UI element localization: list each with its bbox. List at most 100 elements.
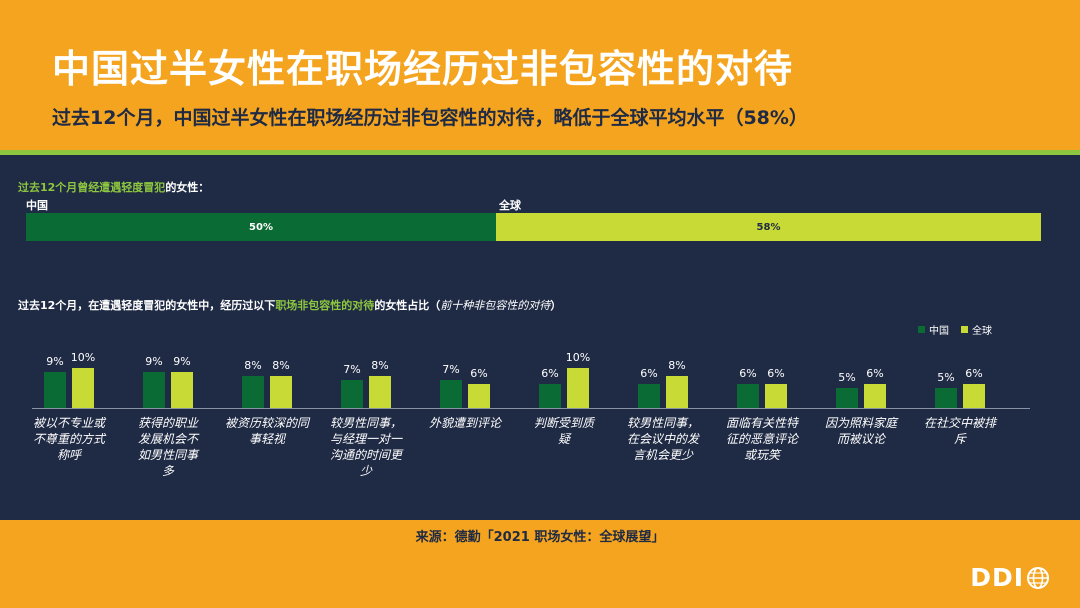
category-label-line: 斥 — [953, 432, 966, 446]
bar-china-6 — [638, 384, 660, 408]
category-label-line: 在社交中被排 — [923, 416, 996, 430]
category-label-9: 在社交中被排斥 — [916, 415, 1004, 447]
bar-global-0 — [72, 368, 94, 408]
bar-china-9 — [935, 388, 957, 408]
category-label-4: 外貌遭到评论 — [421, 415, 509, 431]
data-label-global-4: 6% — [470, 367, 487, 380]
bar-china-1 — [143, 372, 165, 408]
data-label-global-9: 6% — [965, 367, 982, 380]
category-label-2: 被资历较深的同 事轻视 — [223, 415, 311, 447]
chart-heading-part5: ） — [550, 299, 562, 312]
data-label-global-1: 9% — [173, 355, 190, 368]
category-label-line: 与经理一对一 — [329, 432, 402, 446]
category-label-line: 面临有关性特 — [725, 416, 798, 430]
category-label-5: 判断受到质疑 — [520, 415, 608, 447]
chart-heading: 过去12个月，在遭遇轻度冒犯的女性中，经历过以下职场非包容性的对待的女性占比（前… — [18, 297, 561, 313]
global-summary-value: 58% — [756, 221, 781, 233]
category-label-line: 言机会更少 — [632, 448, 693, 462]
bar-global-7 — [765, 384, 787, 408]
bar-china-5 — [539, 384, 561, 408]
bar-global-5 — [567, 368, 589, 408]
page-title: 中国过半女性在职场经历过非包容性的对待 — [52, 47, 794, 91]
category-label-line: 疑 — [557, 432, 570, 446]
category-label-line: 被资历较深的同 — [224, 416, 309, 430]
chart-legend: 中国 全球 — [918, 322, 992, 337]
bar-global-6 — [666, 376, 688, 408]
category-label-line: 因为照料家庭 — [824, 416, 897, 430]
category-label-line: 而被议论 — [836, 432, 885, 446]
chart-heading-part3: 的女性占比（ — [374, 299, 441, 312]
logo-text: DDI — [970, 563, 1024, 592]
category-label-line: 沟通的时间更 — [329, 448, 402, 462]
bar-global-2 — [270, 376, 292, 408]
category-label-line: 少 — [359, 464, 372, 478]
category-label-line: 较男性同事， — [626, 416, 699, 430]
data-label-china-9: 5% — [937, 371, 954, 384]
bar-china-4 — [440, 380, 462, 408]
category-label-line: 判断受到质 — [533, 416, 594, 430]
chart-heading-highlight: 职场非包容性的对待 — [275, 299, 375, 312]
page-subtitle: 过去12个月，中国过半女性在职场经历过非包容性的对待，略低于全球平均水平（58%… — [52, 107, 808, 129]
chart-panel: 过去12个月曾经遭遇轻度冒犯的女性： 中国 全球 50% 58% 过去12个月，… — [0, 150, 1080, 520]
data-label-global-5: 10% — [566, 351, 590, 364]
bar-global-8 — [864, 384, 886, 408]
bar-global-3 — [369, 376, 391, 408]
data-label-global-7: 6% — [767, 367, 784, 380]
category-label-8: 因为照料家庭 而被议论 — [817, 415, 905, 447]
globe-icon — [1027, 566, 1049, 589]
category-label-3: 较男性同事， 与经理一对一 沟通的时间更少 — [322, 415, 410, 479]
bar-china-2 — [242, 376, 264, 408]
category-label-line: 外貌遭到评论 — [428, 416, 501, 430]
china-summary-bar: 50% — [26, 213, 496, 241]
bar-china-3 — [341, 380, 363, 408]
source-note: 来源：德勤「2021 职场女性：全球展望」 — [415, 530, 665, 545]
ddi-logo: DDI — [970, 563, 1050, 592]
category-label-line: 如男性同事 — [137, 448, 198, 462]
category-label-0: 被以不专业或 不尊重的方式 称呼 — [25, 415, 113, 463]
data-label-china-4: 7% — [442, 363, 459, 376]
category-label-line: 不尊重的方式 — [32, 432, 105, 446]
category-label-line: 事轻视 — [248, 432, 285, 446]
category-label-line: 发展机会不 — [137, 432, 198, 446]
data-label-china-2: 8% — [244, 359, 261, 372]
legend-swatch-global — [961, 326, 968, 333]
chart-heading-note: 前十种非包容性的对待 — [440, 299, 551, 312]
data-label-china-8: 5% — [838, 371, 855, 384]
bar-china-0 — [44, 372, 66, 408]
global-bar-name: 全球 — [499, 199, 521, 212]
data-label-china-7: 6% — [739, 367, 756, 380]
legend-label-china: 中国 — [929, 326, 949, 337]
legend-item-china: 中国 — [918, 322, 949, 337]
summary-label-suffix: 的女性： — [165, 181, 210, 194]
category-label-line: 称呼 — [56, 448, 81, 462]
summary-label-highlight: 过去12个月曾经遭遇轻度冒犯 — [18, 181, 166, 194]
bar-global-9 — [963, 384, 985, 408]
category-label-line: 或玩笑 — [743, 448, 780, 462]
data-label-global-3: 8% — [371, 359, 388, 372]
data-label-china-3: 7% — [343, 363, 360, 376]
china-summary-value: 50% — [249, 221, 273, 233]
china-bar-name: 中国 — [26, 199, 48, 212]
data-label-china-5: 6% — [541, 367, 558, 380]
summary-label: 过去12个月曾经遭遇轻度冒犯的女性： — [18, 179, 209, 195]
category-label-7: 面临有关性特 征的恶意评论 或玩笑 — [718, 415, 806, 463]
bar-china-7 — [737, 384, 759, 408]
bar-chart: 9% 10% 9% 9% 8% 8% 7% 8% 7% 6% 6% 10% 6% 8% 6% 6% 5% 6% 5%… — [32, 351, 1030, 409]
global-summary-bar: 58% — [496, 213, 1041, 241]
category-label-line: 被以不专业或 — [32, 416, 105, 430]
data-label-china-6: 6% — [640, 367, 657, 380]
category-label-line: 多 — [161, 464, 174, 478]
bar-china-8 — [836, 388, 858, 408]
category-label-line: 获得的职业 — [137, 416, 198, 430]
bar-global-4 — [468, 384, 490, 408]
legend-label-global: 全球 — [972, 326, 992, 337]
data-label-china-0: 9% — [46, 355, 63, 368]
category-label-1: 获得的职业发展机会不如男性同事多 — [124, 415, 212, 479]
bar-global-1 — [171, 372, 193, 408]
legend-swatch-china — [918, 326, 925, 333]
category-label-line: 在会议中的发 — [626, 432, 699, 446]
data-label-global-2: 8% — [272, 359, 289, 372]
data-label-global-6: 8% — [668, 359, 685, 372]
category-label-line: 征的恶意评论 — [725, 432, 798, 446]
legend-item-global: 全球 — [961, 322, 992, 337]
